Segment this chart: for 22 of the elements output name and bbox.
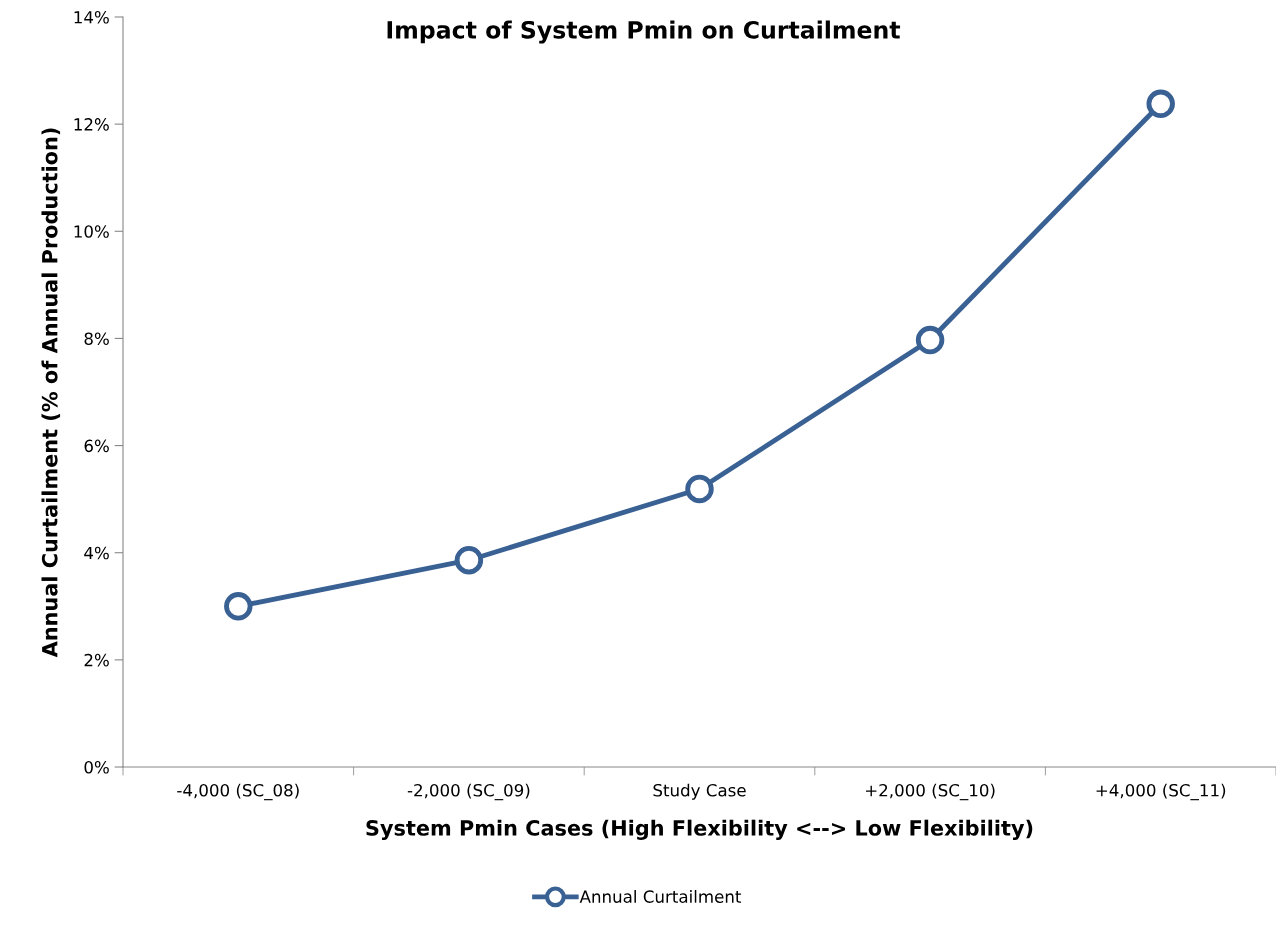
x-tick-label: -2,000 (SC_09) bbox=[407, 783, 530, 801]
y-tick-label: 10% bbox=[74, 225, 109, 238]
y-axis-title: Annual Curtailment (% of Annual Production) bbox=[41, 128, 61, 658]
y-tick-label: 4% bbox=[84, 546, 109, 560]
x-axis-title: System Pmin Cases (High Flexibility <--> Low Flexibility) bbox=[366, 819, 1033, 841]
y-tick-label: 0% bbox=[84, 760, 109, 774]
chart-title: Impact of System Pmin on Curtailment bbox=[387, 20, 901, 44]
point bbox=[915, 325, 945, 355]
legend-label: Annual Curtailment bbox=[579, 890, 742, 903]
point bbox=[1146, 89, 1175, 119]
point bbox=[224, 592, 253, 621]
point bbox=[454, 545, 484, 575]
x-tick-label: Study Case bbox=[653, 783, 746, 800]
x-tick-label: -4,000 (SC_08) bbox=[177, 783, 299, 801]
y-tick-label: 8% bbox=[84, 332, 109, 345]
y-tick-label: 14% bbox=[74, 10, 109, 24]
point bbox=[685, 474, 714, 504]
x-tick-label: +2,000 (SC_10) bbox=[865, 783, 995, 801]
y-tick-label: 6% bbox=[84, 439, 109, 453]
x-tick-label: +4,000 (SC_11) bbox=[1096, 783, 1226, 801]
y-tick-label: 12% bbox=[74, 118, 109, 131]
y-tick-label: 2% bbox=[84, 653, 109, 667]
